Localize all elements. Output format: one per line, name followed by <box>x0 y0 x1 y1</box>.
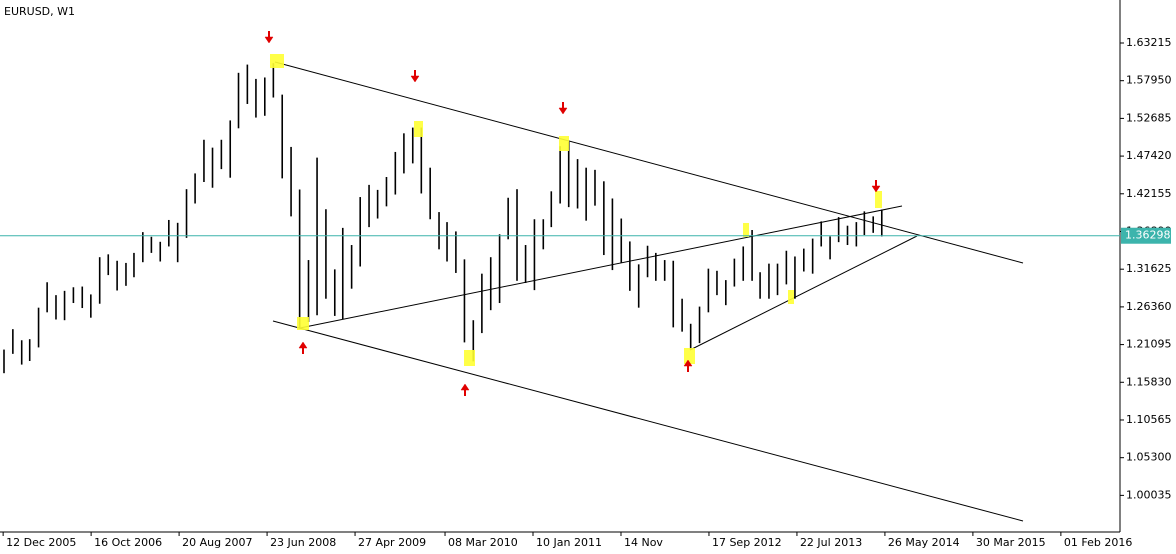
highlight <box>414 121 423 137</box>
y-tick-label: 1.05300 <box>1126 451 1172 464</box>
x-tick-label: 22 Jul 2013 <box>800 536 862 549</box>
y-tick-label: 1.47420 <box>1126 149 1172 162</box>
y-tick-label: 1.31625 <box>1126 262 1172 275</box>
y-tick-label: 1.00035 <box>1126 488 1172 501</box>
x-tick-label: 16 Oct 2006 <box>94 536 162 549</box>
highlight <box>684 348 695 364</box>
down-arrow <box>871 180 881 193</box>
y-tick-label: 1.26360 <box>1126 300 1172 313</box>
x-tick-label: 20 Aug 2007 <box>182 536 252 549</box>
x-tick-label: 17 Sep 2012 <box>712 536 782 549</box>
trend-line <box>689 235 918 351</box>
highlight <box>297 317 309 330</box>
x-tick-label: 30 Mar 2015 <box>976 536 1046 549</box>
up-arrow <box>460 383 470 396</box>
y-tick-label: 1.10565 <box>1126 413 1172 426</box>
price-bars <box>3 63 883 374</box>
y-tick-label: 1.57950 <box>1126 74 1172 87</box>
trend-lines <box>272 61 1024 522</box>
trend-line <box>299 205 903 329</box>
y-tick-label: 1.63215 <box>1126 36 1172 49</box>
current-price-label: 1.36298 <box>1125 229 1171 242</box>
highlight <box>270 54 284 68</box>
y-tick-label: 1.15830 <box>1126 375 1172 388</box>
x-tick-label: 14 Nov <box>624 536 663 549</box>
down-arrow <box>264 31 274 44</box>
x-tick-label: 26 May 2014 <box>888 536 960 549</box>
current-price-box <box>1121 227 1171 244</box>
up-arrow <box>683 359 693 372</box>
x-tick-label: 08 Mar 2010 <box>448 536 518 549</box>
up-arrow <box>298 341 308 354</box>
y-tick-label: 1.21095 <box>1126 338 1172 351</box>
highlight <box>788 290 794 304</box>
highlight <box>559 136 569 151</box>
highlight <box>875 191 882 208</box>
x-tick-label: 12 Dec 2005 <box>6 536 76 549</box>
trend-line <box>274 61 1024 264</box>
down-arrow <box>410 70 420 83</box>
down-arrow <box>558 102 568 115</box>
trend-line <box>272 320 1024 522</box>
y-tick-label: 1.52685 <box>1126 111 1172 124</box>
highlights <box>270 54 882 366</box>
highlight <box>464 350 475 366</box>
x-tick-label: 10 Jan 2011 <box>536 536 602 549</box>
signal-arrows <box>264 31 881 396</box>
x-tick-label: 01 Feb 2016 <box>1064 536 1132 549</box>
chart-title: EURUSD, W1 <box>4 5 75 18</box>
highlight <box>743 223 749 237</box>
x-tick-label: 27 Apr 2009 <box>358 536 426 549</box>
x-tick-label: 23 Jun 2008 <box>270 536 336 549</box>
y-tick-label: 1.42155 <box>1126 187 1172 200</box>
